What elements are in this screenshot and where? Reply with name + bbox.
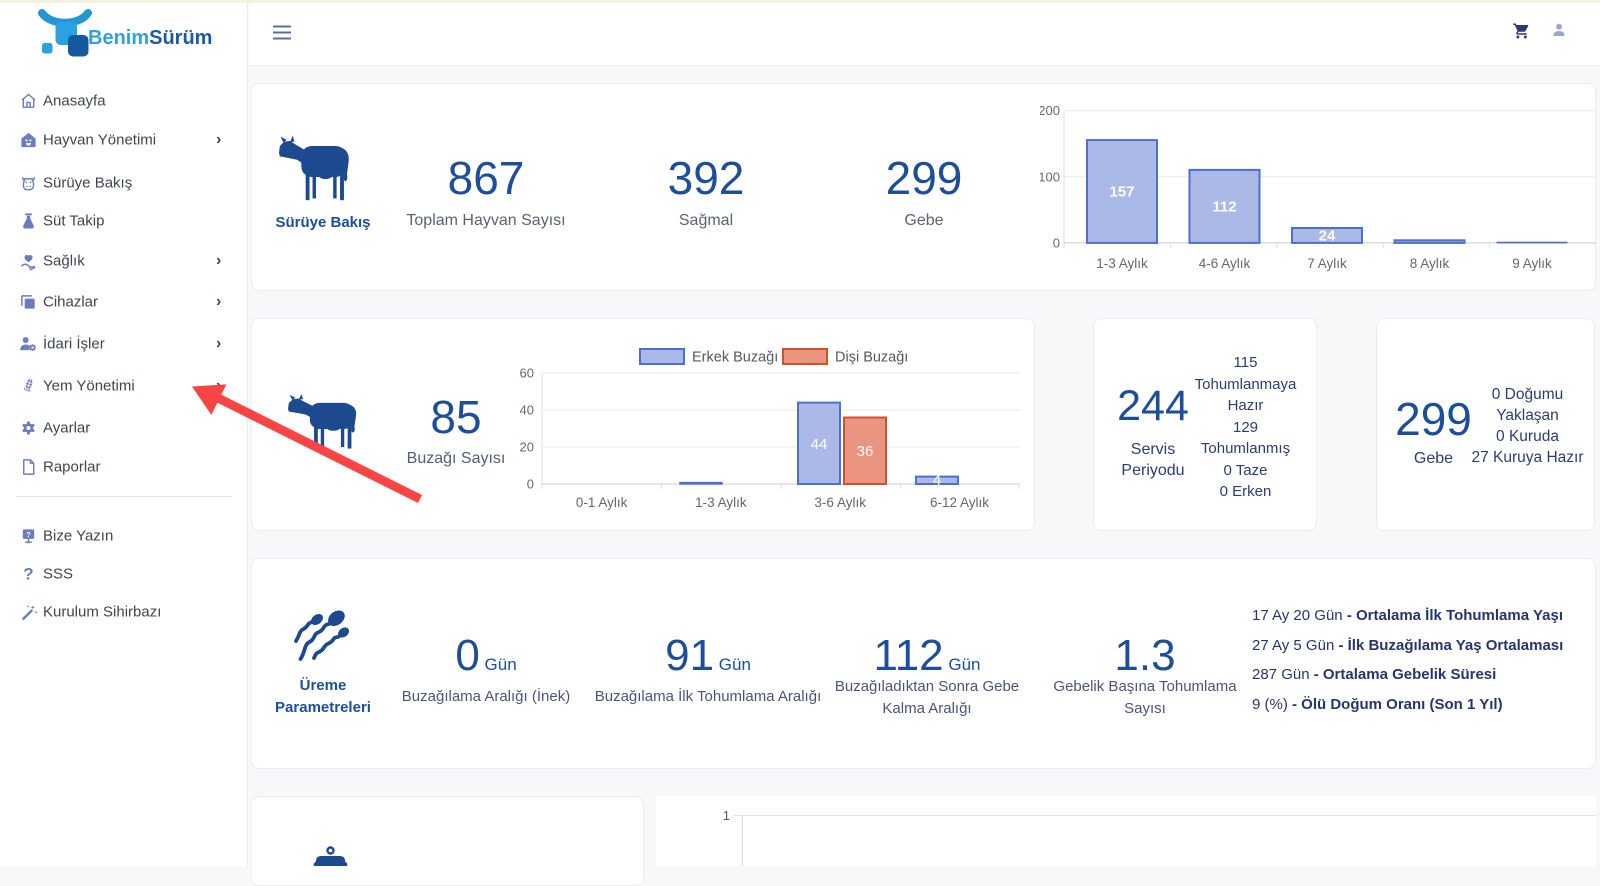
svg-text:112: 112 xyxy=(1212,199,1236,216)
svg-text:20: 20 xyxy=(520,440,534,455)
svg-text:0: 0 xyxy=(1053,235,1060,250)
svg-text:7 Aylık: 7 Aylık xyxy=(1307,256,1347,271)
svg-text:4-6 Aylık: 4-6 Aylık xyxy=(1199,256,1251,271)
svg-text:0: 0 xyxy=(527,477,534,492)
svg-text:24: 24 xyxy=(1319,228,1336,245)
svg-text:36: 36 xyxy=(857,443,874,460)
svg-text:157: 157 xyxy=(1109,184,1134,201)
svg-text:Erkek Buzağı: Erkek Buzağı xyxy=(692,350,778,366)
svg-text:?: ? xyxy=(26,530,31,539)
svg-text:9 Aylık: 9 Aylık xyxy=(1512,256,1552,271)
svg-text:6-12 Aylık: 6-12 Aylık xyxy=(930,495,989,510)
svg-text:4: 4 xyxy=(933,472,941,489)
svg-text:0-1 Aylık: 0-1 Aylık xyxy=(576,495,628,510)
svg-text:Dişi Buzağı: Dişi Buzağı xyxy=(835,350,908,366)
svg-text:200: 200 xyxy=(1040,103,1060,118)
svg-text:44: 44 xyxy=(811,436,828,453)
svg-text:3-6 Aylık: 3-6 Aylık xyxy=(814,495,866,510)
svg-text:1-3 Aylık: 1-3 Aylık xyxy=(1096,256,1148,271)
svg-text:40: 40 xyxy=(520,403,534,418)
svg-text:100: 100 xyxy=(1040,169,1060,184)
svg-text:8 Aylık: 8 Aylık xyxy=(1410,256,1450,271)
svg-text:1-3 Aylık: 1-3 Aylık xyxy=(695,495,747,510)
svg-text:60: 60 xyxy=(520,366,534,381)
